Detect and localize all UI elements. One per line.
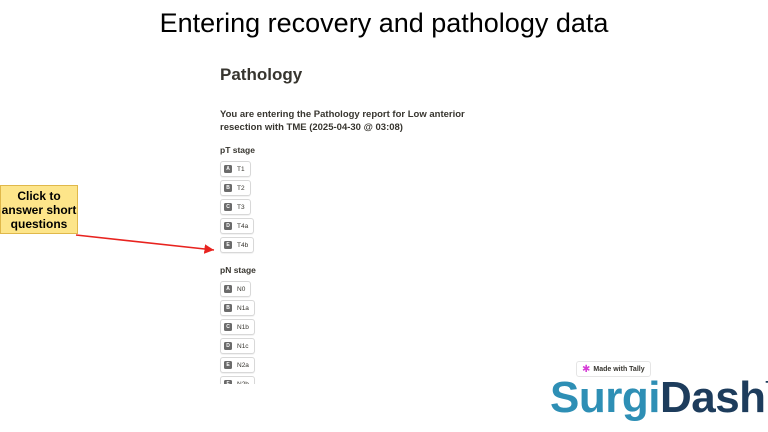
option-key: E: [224, 241, 232, 249]
option-label: T4a: [237, 222, 249, 230]
slide-title: Entering recovery and pathology data: [159, 8, 609, 38]
form-intro: You are entering the Pathology report fo…: [220, 109, 465, 133]
option-label: N1b: [237, 323, 249, 331]
option-key: E: [224, 361, 232, 369]
option-label: N1a: [237, 304, 249, 312]
tally-badge[interactable]: ✱ Made with Tally: [576, 361, 651, 377]
option-label: T2: [237, 184, 245, 192]
logo-part: Dash: [659, 373, 766, 422]
option-label: N1c: [237, 342, 249, 350]
option-button[interactable]: B N1a: [220, 300, 255, 316]
option-button[interactable]: A T1: [220, 161, 251, 177]
form: Pathology You are entering the Pathology…: [210, 55, 510, 384]
option-key: A: [224, 285, 232, 293]
option-button[interactable]: C T3: [220, 199, 251, 215]
option-button[interactable]: B T2: [220, 180, 251, 196]
option-label: N2b: [237, 380, 249, 385]
arrow: [75, 234, 215, 254]
option-key: B: [224, 304, 232, 312]
option-button[interactable]: A N0: [220, 281, 252, 297]
option-label: T4b: [237, 241, 249, 249]
option-button[interactable]: C N1b: [220, 319, 255, 335]
option-key: F: [224, 380, 232, 384]
logo-mark: TM: [766, 379, 768, 396]
star-icon: ✱: [582, 363, 591, 375]
option-button[interactable]: E T4b: [220, 237, 255, 253]
logo: SurgiDashTM: [550, 373, 768, 423]
option-key: C: [224, 323, 232, 331]
callout: Click to answer short questions: [0, 185, 78, 234]
option-key: B: [224, 184, 232, 192]
option-label: N2a: [237, 361, 249, 369]
option-label: N0: [237, 285, 246, 293]
option-key: C: [224, 203, 232, 211]
form-heading: Pathology: [220, 65, 303, 84]
badge-text: Made with Tally: [593, 365, 645, 373]
option-button[interactable]: D N1c: [220, 338, 255, 354]
question-label: pN stage: [220, 265, 256, 275]
option-key: A: [224, 165, 232, 173]
option-button[interactable]: E N2a: [220, 357, 255, 373]
option-key: D: [224, 222, 232, 230]
option-label: T3: [237, 203, 245, 211]
option-label: T1: [237, 165, 245, 173]
question-label: pT stage: [220, 145, 255, 155]
option-button[interactable]: F N2b: [220, 376, 255, 384]
logo-part: Surgi: [550, 373, 660, 422]
option-button[interactable]: D T4a: [220, 218, 255, 234]
option-key: D: [224, 342, 232, 350]
